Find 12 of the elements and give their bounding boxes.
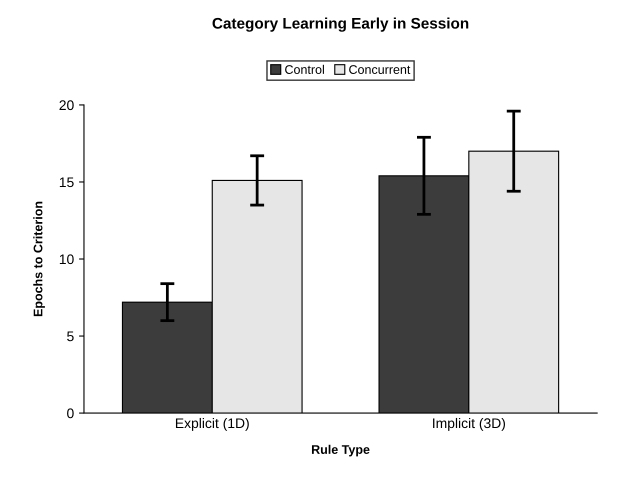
y-tick-label: 5 [67,332,74,342]
legend-label: Control [285,64,324,74]
y-axis-title: Epochs to Criterion [33,202,45,316]
chart-title: Category Learning Early in Session [212,17,468,32]
x-tick-label: Explicit (1D) [176,418,249,431]
y-tick-label: 15 [60,177,74,188]
y-tick-label: 10 [60,254,74,264]
y-tick-label: 20 [60,100,74,110]
legend-label: Concurrent [349,65,410,74]
y-tick-label: 0 [67,408,74,418]
x-tick-label: Implicit (3D) [433,418,506,431]
x-axis-title: Rule Type [312,444,370,456]
